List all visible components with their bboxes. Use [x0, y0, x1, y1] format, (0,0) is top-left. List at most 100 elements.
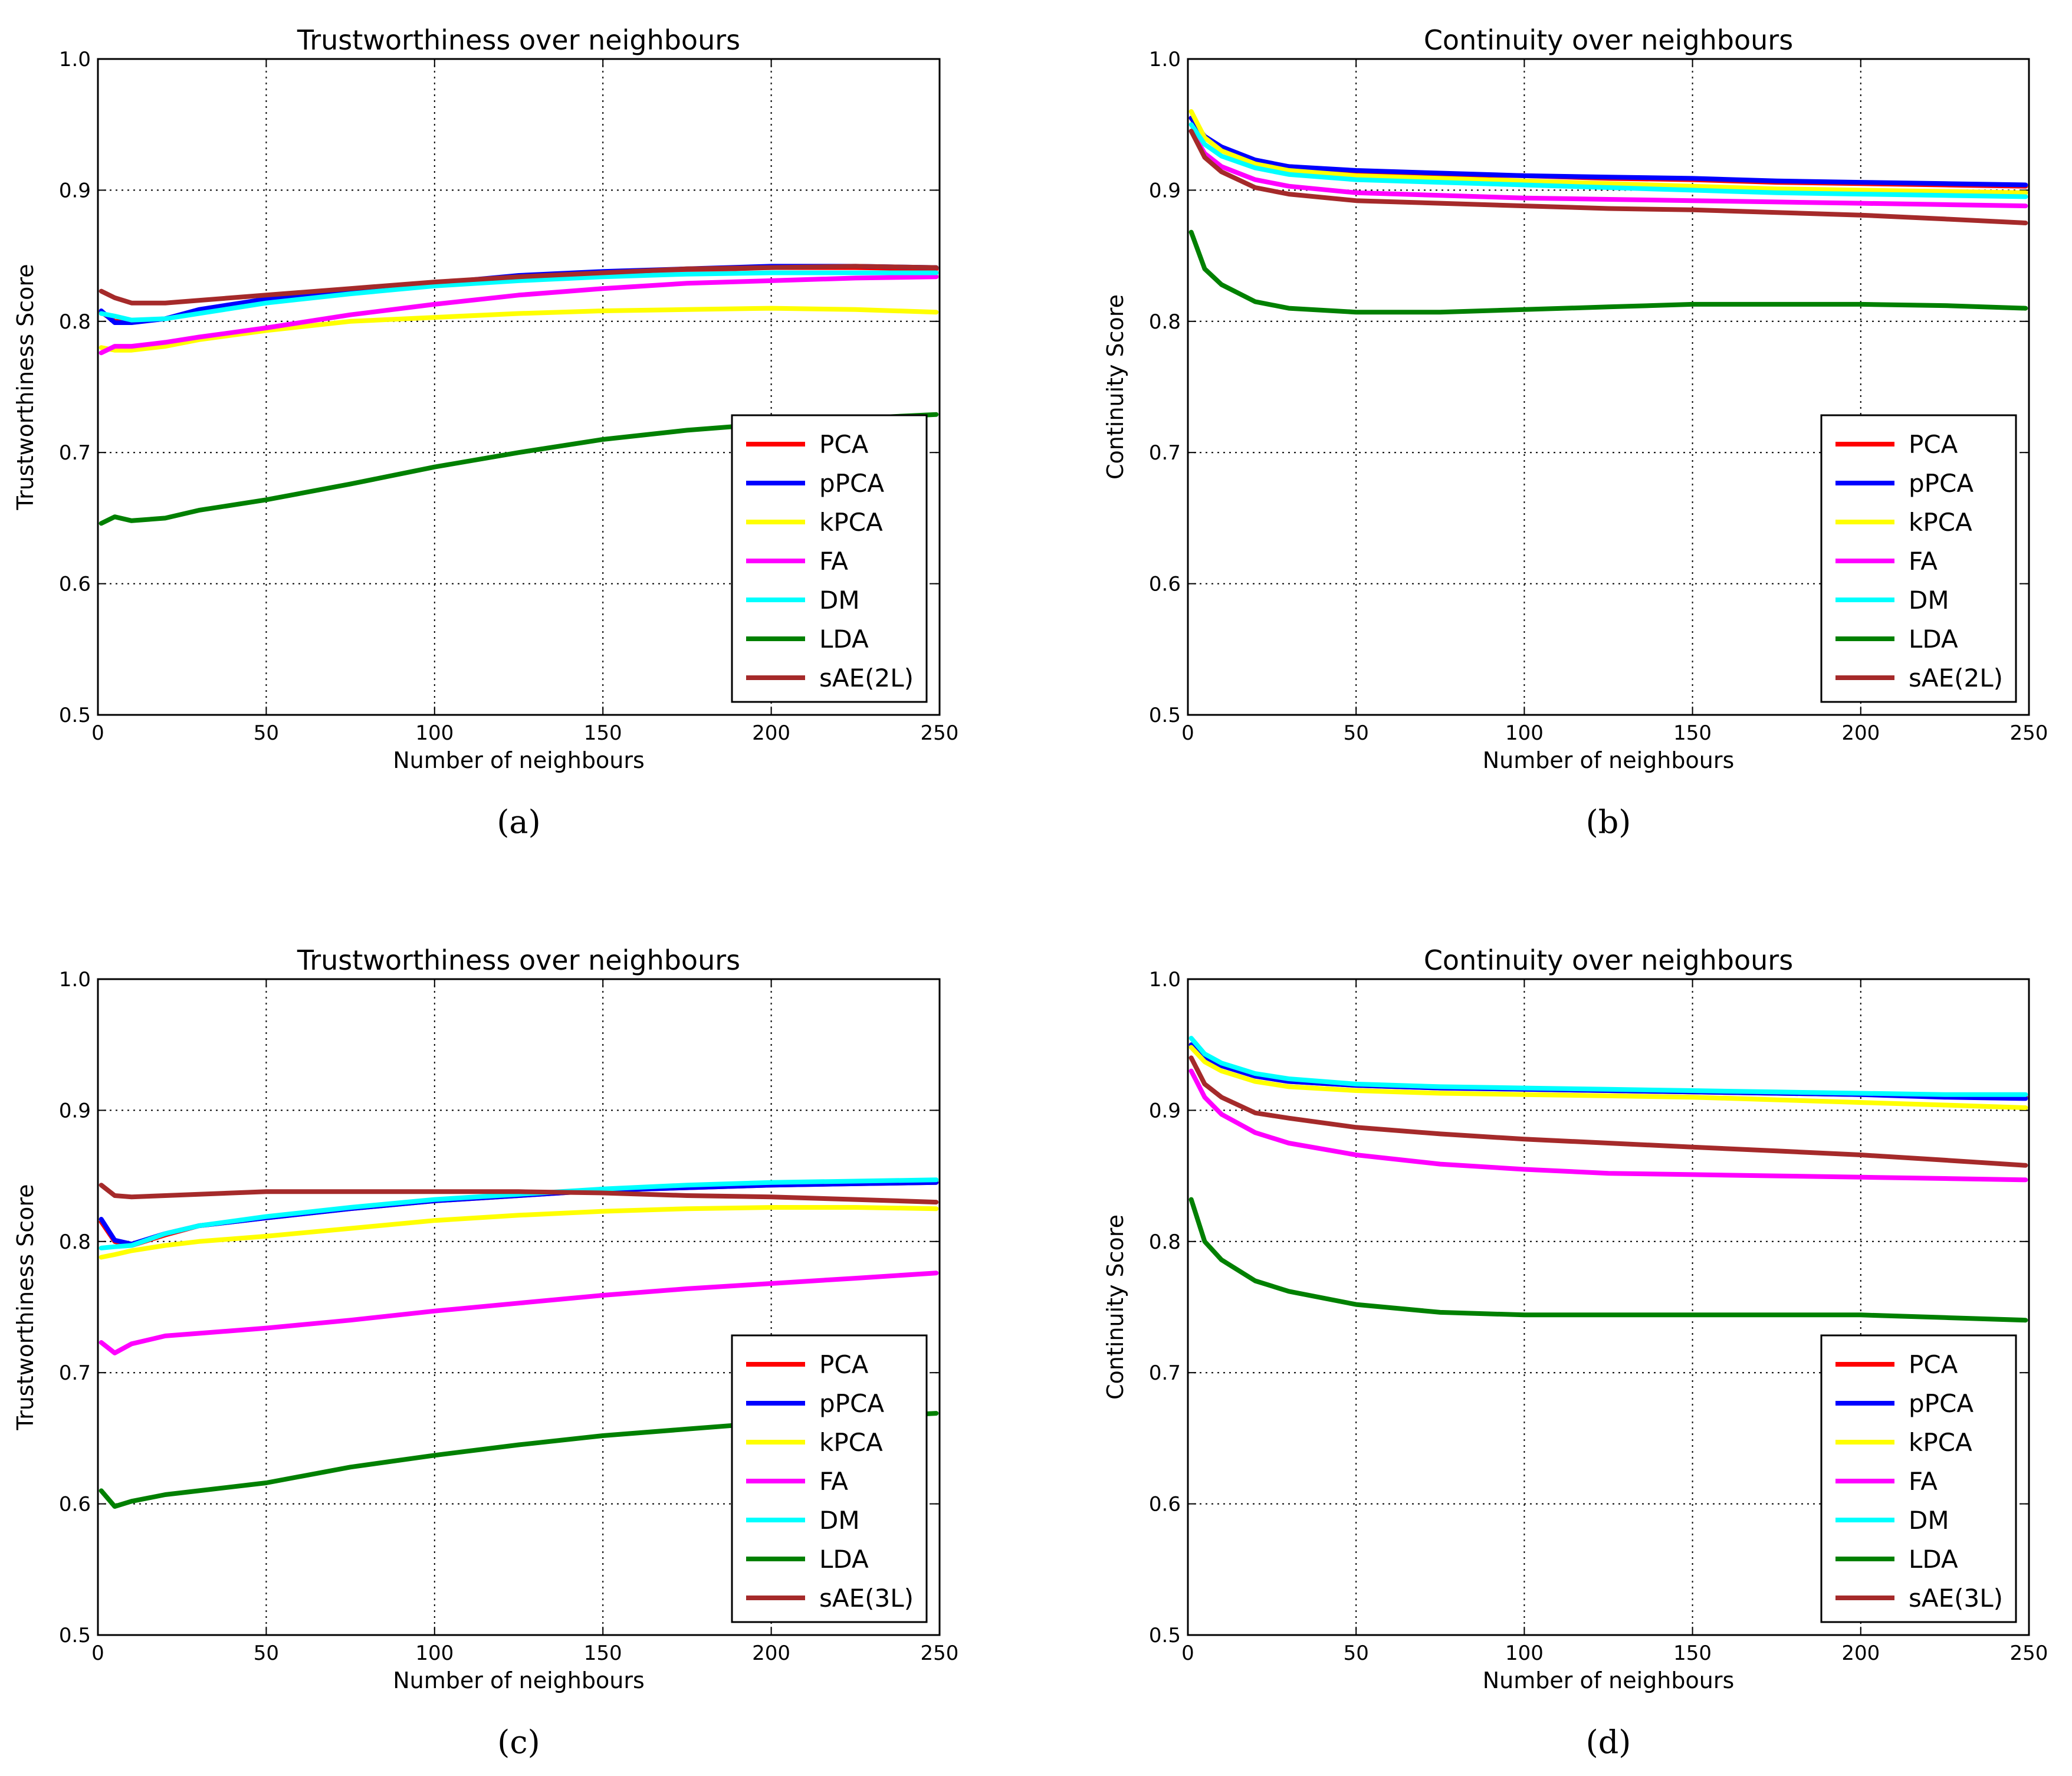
legend-label: LDA — [819, 1545, 869, 1574]
y-tick-label: 0.9 — [59, 179, 91, 202]
x-tick-label: 250 — [921, 1642, 959, 1665]
x-tick-label: 250 — [2010, 1642, 2048, 1665]
x-tick-label: 200 — [752, 721, 790, 745]
x-tick-label: 100 — [415, 721, 454, 745]
y-tick-label: 0.8 — [59, 1230, 91, 1254]
x-tick-label: 100 — [1505, 721, 1544, 745]
x-tick-label: 0 — [91, 1642, 104, 1665]
legend: PCA pPCA kPCA FA DM LDA sAE(2L) — [731, 414, 928, 703]
y-axis-label: Continuity Score — [1102, 1214, 1128, 1400]
plot-frame — [1187, 58, 2030, 716]
x-tick-label: 100 — [1505, 1642, 1544, 1665]
chart-a: 0 50 100 150 200 250 0.5 0.6 0.7 0.8 0.9 1.0 Trustwo… — [12, 24, 958, 841]
legend-label: pPCA — [1909, 1389, 1974, 1418]
x-axis-label: Number of neighbours — [1483, 1667, 1735, 1693]
x-tick-label: 50 — [254, 721, 279, 745]
y-tick-label: 0.7 — [59, 441, 91, 465]
legend: PCA pPCA kPCA FA DM LDA sAE(2L) — [1820, 414, 2017, 703]
x-axis-label: Number of neighbours — [393, 747, 645, 773]
y-tick-label: 0.6 — [59, 573, 91, 596]
legend-box — [1820, 1334, 2017, 1623]
legend-label: LDA — [819, 625, 869, 654]
legend-label: PCA — [819, 430, 869, 459]
subfigure-caption: (b) — [1586, 803, 1631, 841]
legend-label: FA — [819, 1467, 848, 1496]
series-line-kpca — [98, 1205, 939, 1260]
chart-d: 0 50 100 150 200 250 0.5 0.6 0.7 0.8 0.9 1.0 Continu… — [1102, 944, 2048, 1761]
x-tick-label: 200 — [752, 1642, 790, 1665]
x-tick-label: 0 — [1181, 721, 1194, 745]
series-line-sae-2l — [1188, 129, 2028, 225]
chart-b: 0 50 100 150 200 250 0.5 0.6 0.7 0.8 0.9 1.0 Continu… — [1102, 24, 2048, 841]
x-axis-label: Number of neighbours — [1483, 747, 1735, 773]
y-tick-label: 0.5 — [1149, 704, 1181, 727]
plot-frame — [97, 978, 941, 1636]
legend-label: DM — [1909, 586, 1949, 615]
legend-label: FA — [1909, 1467, 1938, 1496]
y-tick-label: 0.7 — [1149, 1361, 1181, 1385]
x-tick-label: 150 — [584, 721, 622, 745]
legend-label: sAE(3L) — [1909, 1584, 2003, 1613]
y-tick-label: 0.7 — [59, 1361, 91, 1385]
series-line-dm — [1188, 122, 2028, 199]
x-tick-label: 50 — [254, 1642, 279, 1665]
y-tick-label: 0.6 — [1149, 573, 1181, 596]
legend-label: PCA — [1909, 1350, 1958, 1379]
x-tick-label: 250 — [2010, 721, 2048, 745]
legend-label: DM — [1909, 1506, 1949, 1535]
y-tick-label: 0.5 — [59, 704, 91, 727]
y-tick-label: 1.0 — [59, 968, 91, 992]
legend-box — [731, 414, 928, 703]
legend-label: kPCA — [1909, 508, 1972, 537]
y-tick-label: 0.9 — [1149, 1099, 1181, 1122]
series-line-ppca — [1188, 116, 2028, 188]
x-tick-label: 150 — [1673, 1642, 1712, 1665]
y-tick-label: 0.6 — [1149, 1493, 1181, 1516]
series-line-sae-2l — [98, 264, 939, 306]
y-axis-label: Trustworthiness Score — [12, 264, 38, 510]
plot-frame — [1187, 978, 2030, 1636]
chart-title: Continuity over neighbours — [1424, 24, 1793, 56]
subfigure-caption: (a) — [497, 803, 540, 841]
series-line-kpca — [1188, 109, 2028, 195]
legend-label: FA — [1909, 547, 1938, 576]
y-tick-label: 0.9 — [59, 1099, 91, 1122]
series-line-dm — [98, 270, 939, 323]
series-line-dm — [98, 1177, 939, 1250]
series-line-kpca — [98, 306, 939, 353]
y-tick-label: 1.0 — [1149, 968, 1181, 992]
legend-label: DM — [819, 586, 860, 615]
subfigure-caption: (c) — [497, 1724, 540, 1761]
x-axis-label: Number of neighbours — [393, 1667, 645, 1693]
x-tick-label: 200 — [1841, 1642, 1880, 1665]
y-tick-label: 0.8 — [1149, 1230, 1181, 1254]
x-tick-label: 0 — [1181, 1642, 1194, 1665]
series-line-fa — [1188, 129, 2028, 209]
series-line-fa — [98, 274, 939, 356]
y-tick-label: 0.5 — [1149, 1624, 1181, 1647]
y-tick-label: 0.9 — [1149, 179, 1181, 202]
y-tick-label: 0.7 — [1149, 441, 1181, 465]
legend-label: pPCA — [1909, 469, 1974, 498]
plot-frame — [97, 58, 941, 716]
legend: PCA pPCA kPCA FA DM LDA sAE(3L) — [731, 1334, 928, 1623]
legend-label: kPCA — [819, 508, 883, 537]
x-tick-label: 50 — [1344, 1642, 1369, 1665]
legend-label: pPCA — [819, 469, 884, 498]
legend-label: kPCA — [819, 1428, 883, 1457]
series-line-fa — [98, 1271, 939, 1355]
series-line-sae-3l — [98, 1183, 939, 1205]
y-tick-label: 0.5 — [59, 1624, 91, 1647]
legend-label: sAE(3L) — [819, 1584, 914, 1613]
x-tick-label: 50 — [1344, 721, 1369, 745]
x-tick-label: 150 — [1673, 721, 1712, 745]
legend: PCA pPCA kPCA FA DM LDA sAE(3L) — [1820, 1334, 2017, 1623]
chart-title: Trustworthiness over neighbours — [297, 24, 740, 56]
y-axis-label: Continuity Score — [1102, 294, 1128, 480]
y-tick-label: 0.8 — [1149, 310, 1181, 334]
series-line-dm — [1188, 1036, 2028, 1097]
y-tick-label: 0.8 — [59, 310, 91, 334]
series-line-lda — [1188, 229, 2028, 315]
x-tick-label: 150 — [584, 1642, 622, 1665]
